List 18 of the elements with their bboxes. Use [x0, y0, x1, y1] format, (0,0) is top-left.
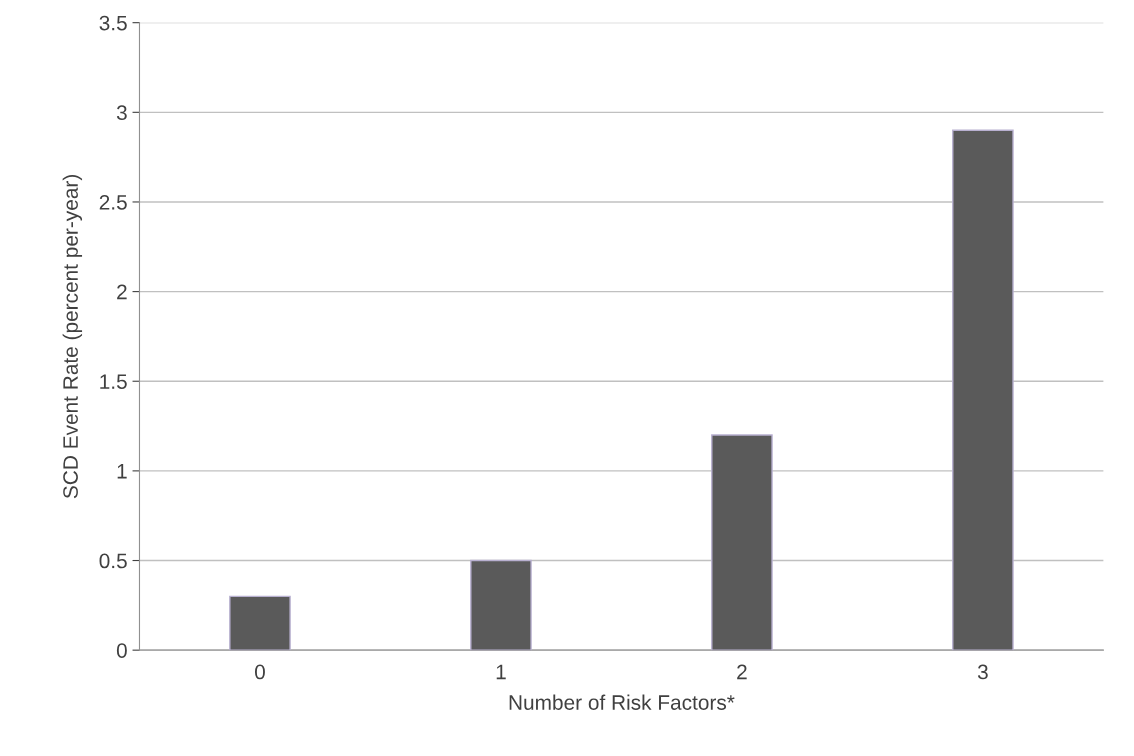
bar — [229, 595, 291, 651]
x-tick-label: 3 — [977, 664, 988, 680]
bar — [952, 129, 1014, 651]
x-axis-title: Number of Risk Factors* — [509, 694, 735, 710]
x-tick-label: 1 — [496, 664, 506, 680]
x-tick-label: 0 — [254, 664, 265, 680]
y-axis-title: SCD Event Rate (percent per-year) — [62, 175, 83, 499]
y-tick-label: 0 — [116, 643, 127, 658]
y-tick-label: 0.5 — [99, 553, 127, 569]
y-tick-label: 3 — [116, 105, 127, 121]
bar — [711, 434, 773, 651]
y-tick-label: 2 — [117, 284, 127, 300]
y-tick-label: 1 — [117, 464, 127, 479]
bar — [470, 559, 532, 651]
y-tick-label: 1.5 — [100, 374, 127, 389]
y-tick-label: 3.5 — [99, 15, 127, 31]
y-tick-label: 2.5 — [99, 194, 127, 210]
x-tick-label: 2 — [737, 664, 747, 680]
